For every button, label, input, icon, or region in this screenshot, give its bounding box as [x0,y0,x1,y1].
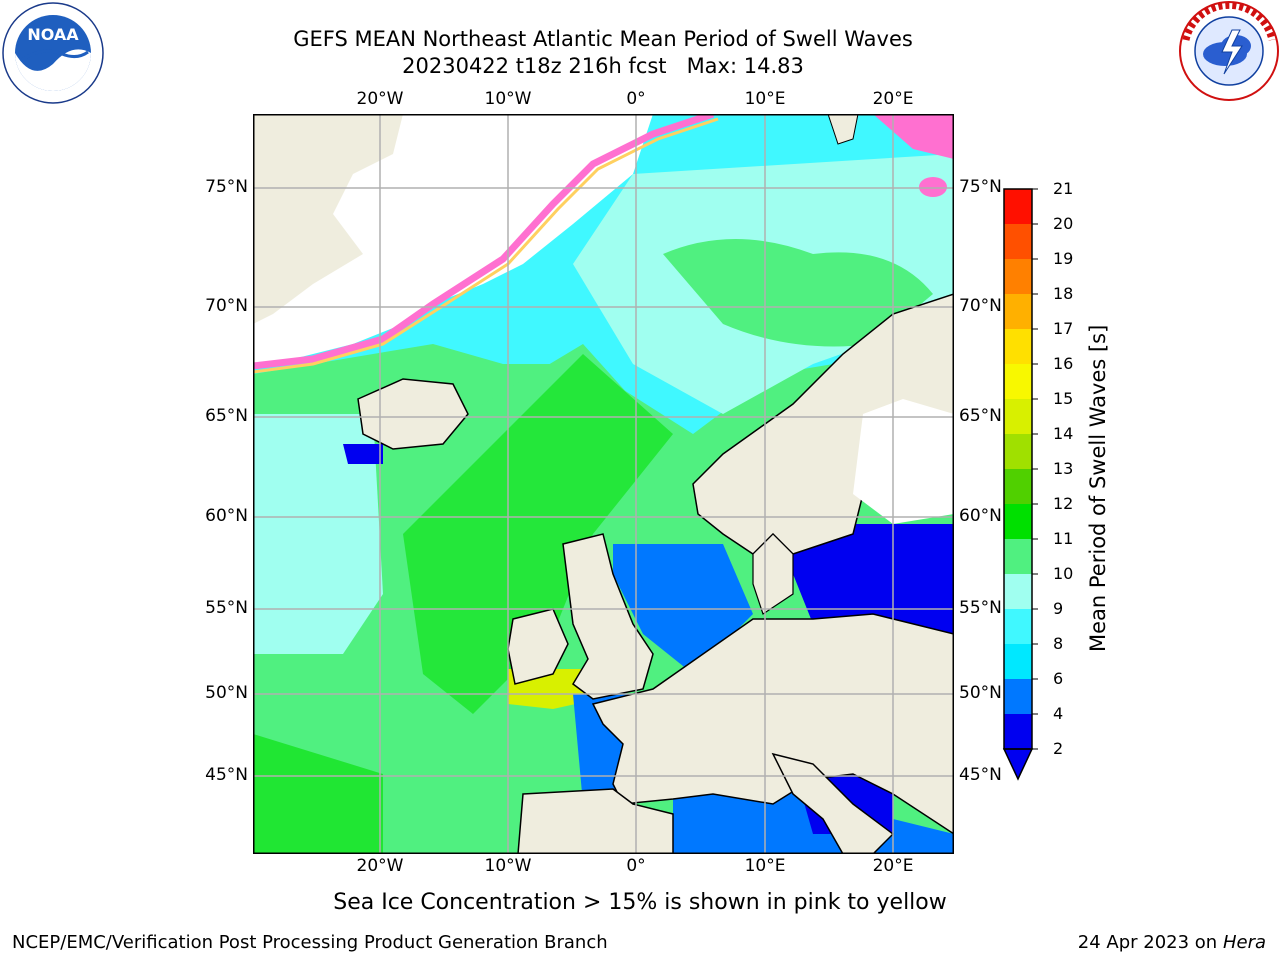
lon-tick-label-top: 10°W [484,89,532,109]
lat-tick-label-right: 65°N [959,406,1002,426]
chart-subtitle: 20230422 t18z 216h fcst Max: 14.83 [402,54,804,78]
lat-tick-label-right: 45°N [959,765,1002,785]
colorbar-tick-label: 17 [1053,319,1074,338]
colorbar-segment [1004,294,1032,329]
denmark-land [752,533,794,615]
chart-title: GEFS MEAN Northeast Atlantic Mean Period… [293,27,913,51]
colorbar-tick-label: 11 [1053,529,1074,548]
sweden-finland-no-data [853,399,954,524]
colorbar-tick-label: 19 [1053,249,1074,268]
lon-tick-label-bottom: 10°W [484,856,532,876]
lat-tick-label-left: 45°N [205,765,248,785]
lat-tick-label-right: 50°N [959,683,1002,703]
colorbar-segment [1004,469,1032,504]
colorbar-tick-label: 21 [1053,179,1074,198]
lon-tick-label-bottom: 20°W [356,856,404,876]
map-frame [253,114,954,854]
lat-tick-label-right: 60°N [959,506,1002,526]
sea-ice-patch [919,177,947,197]
footer-credit: NCEP/EMC/Verification Post Processing Pr… [12,932,608,953]
lon-tick-label-bottom: 10°E [744,856,786,876]
iberia-land [517,788,674,854]
colorbar-segment [1004,329,1032,364]
colorbar-segment [1004,539,1032,574]
swell-region-bright-green-south [253,734,383,854]
nws-logo-icon [1179,1,1279,101]
colorbar-tick-label: 18 [1053,284,1074,303]
footer-host: Hera [1222,932,1266,953]
colorbar-tick-label: 9 [1053,599,1064,618]
sea-ice-caption: Sea Ice Concentration > 15% is shown in … [333,890,947,915]
colorbar-segment [1004,609,1032,644]
colorbar [1002,188,1038,781]
colorbar-segment [1004,189,1032,224]
colorbar-tick-label: 4 [1053,704,1064,723]
colorbar-segment [1004,504,1032,539]
colorbar-tick-label: 13 [1053,459,1074,478]
colorbar-tick-label: 8 [1053,634,1064,653]
map-panel [253,114,954,854]
continental-europe-land [591,613,954,835]
lon-tick-label-top: 10°E [744,89,786,109]
greenland-ice-free [253,114,653,364]
lon-tick-label-bottom: 20°E [872,856,914,876]
greenland-land [253,114,403,324]
lat-tick-label-left: 75°N [205,177,248,197]
swell-region-iceland-north [343,444,383,464]
swell-region-bright-green [403,354,673,714]
colorbar-tick-label: 20 [1053,214,1074,233]
colorbar-tick-label: 14 [1053,424,1074,443]
lat-tick-label-left: 55°N [205,598,248,618]
colorbar-segment [1004,399,1032,434]
sea-ice-edge-greenland [253,114,715,370]
svalbard-land [827,114,859,145]
colorbar-extend-min [1002,748,1034,781]
lat-tick-label-right: 70°N [959,296,1002,316]
italy-land [771,752,895,854]
colorbar-tick-label: 16 [1053,354,1074,373]
swell-region-west [253,414,383,654]
lat-tick-label-left: 60°N [205,506,248,526]
colorbar-segment [1004,224,1032,259]
lat-tick-label-right: 75°N [959,177,1002,197]
lat-tick-label-left: 50°N [205,683,248,703]
lat-tick-label-right: 55°N [959,598,1002,618]
colorbar-segment [1004,364,1032,399]
swell-region-baltic [773,524,953,634]
colorbar-segment [1004,434,1032,469]
colorbar-tick-label: 15 [1053,389,1074,408]
footer-date-text: 24 Apr 2023 on [1077,932,1223,953]
colorbar-tick-label: 10 [1053,564,1074,583]
noaa-logo-icon: NOAA [2,2,104,104]
map-grid [253,114,954,854]
colorbar-segment [1004,644,1032,679]
colorbar-label: Mean Period of Swell Waves [s] [1086,324,1110,652]
lon-tick-label-top: 20°E [872,89,914,109]
lon-tick-label-top: 0° [626,89,646,109]
colorbar-segment [1004,259,1032,294]
lon-tick-label-top: 20°W [356,89,404,109]
iceland-land [357,378,469,450]
lat-tick-label-left: 70°N [205,296,248,316]
colorbar-tick-label: 12 [1053,494,1074,513]
colorbar-tick-label: 6 [1053,669,1064,688]
footer-date: 24 Apr 2023 on Hera [1078,932,1266,953]
lat-tick-label-left: 65°N [205,406,248,426]
colorbar-tick-label: 2 [1053,739,1064,758]
swell-region-green-north [663,239,933,347]
lon-tick-label-bottom: 0° [626,856,646,876]
colorbar-segment [1004,574,1032,609]
colorbar-segment [1004,679,1032,714]
colorbar-segment [1004,714,1032,749]
noaa-logo-text: NOAA [27,25,79,44]
